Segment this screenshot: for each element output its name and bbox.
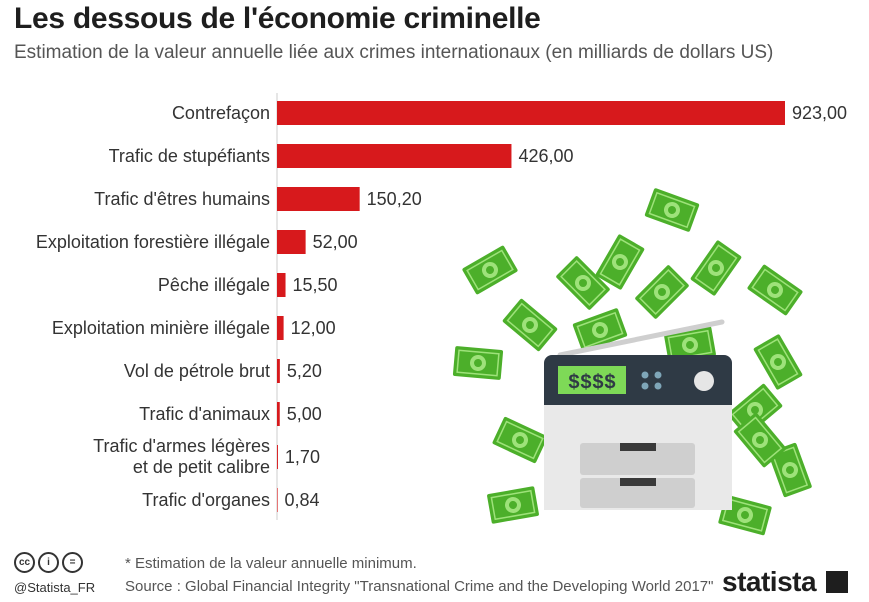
dollar-bill-icon [595, 234, 645, 290]
brand-logo: statista [722, 566, 817, 597]
value-label: 52,00 [313, 232, 358, 252]
bar-chart: $$$$ Contrefaçon Trafic de stupéfiants Tra… [36, 93, 847, 536]
dollar-bill-icon [644, 188, 700, 232]
bar [277, 144, 512, 168]
bar [277, 316, 284, 340]
dollar-bill-icon [492, 416, 548, 464]
bar [277, 402, 280, 426]
category-label: Contrefaçon [172, 103, 270, 123]
cc-icon: cc [14, 552, 35, 573]
dollar-bill-icon [747, 264, 803, 316]
printer-icon: $$$$ [544, 319, 732, 510]
bar [277, 101, 785, 125]
value-label: 1,70 [285, 447, 320, 467]
category-label: Trafic de stupéfiants [109, 146, 270, 166]
value-label: 426,00 [518, 146, 573, 166]
value-label: 5,00 [287, 404, 322, 424]
category-label: Trafic d'organes [142, 490, 270, 510]
category-label: Trafic d'animaux [139, 404, 270, 424]
category-label: et de petit calibre [133, 457, 270, 477]
bar [277, 488, 278, 512]
value-label: 923,00 [792, 103, 847, 123]
printer-display-text: $$$$ [568, 372, 616, 395]
dollar-bill-icon [452, 346, 504, 380]
value-label: 0,84 [284, 490, 319, 510]
dollar-bill-icon [753, 334, 803, 390]
dollar-bill-icon [572, 308, 628, 352]
source-text: Source : Global Financial Integrity "Tra… [125, 578, 714, 595]
dollar-bill-icon [690, 240, 742, 296]
category-label: Trafic d'armes légères [93, 436, 270, 456]
dollar-bill-icon [727, 383, 783, 437]
social-handle: @Statista_FR [14, 580, 96, 595]
footnote: * Estimation de la valeur annuelle minim… [125, 555, 417, 572]
money-bills [452, 188, 812, 536]
dollar-bill-icon [487, 486, 539, 524]
category-label: Vol de pétrole brut [124, 361, 270, 381]
value-labels: 923,00 426,00 150,20 52,00 15,50 12,00 5,20 5,0… [284, 103, 847, 510]
by-icon: i [38, 552, 59, 573]
dollar-bill-icon [462, 245, 518, 295]
bar [277, 187, 360, 211]
value-label: 150,20 [367, 189, 422, 209]
dollar-bill-icon [733, 412, 787, 468]
category-label: Exploitation forestière illégale [36, 232, 270, 252]
brand-mark-icon [826, 571, 848, 593]
chart-title: Les dessous de l'économie criminelle [14, 2, 541, 35]
category-labels: Contrefaçon Trafic de stupéfiants Trafic d… [36, 103, 270, 510]
nd-icon: = [62, 552, 83, 573]
value-label: 5,20 [287, 361, 322, 381]
value-label: 12,00 [291, 318, 336, 338]
license-icons: cc i = [14, 552, 83, 573]
category-label: Trafic d'êtres humains [94, 189, 270, 209]
bar [277, 445, 278, 469]
money-printer-illustration: $$$$ [452, 188, 812, 536]
bar [277, 273, 286, 297]
bar [277, 230, 306, 254]
dollar-bill-icon [664, 326, 716, 364]
bar [277, 359, 280, 383]
value-label: 15,50 [293, 275, 338, 295]
dollar-bill-icon [635, 265, 689, 319]
dollar-bill-icon [556, 256, 610, 310]
chart-subtitle: Estimation de la valeur annuelle liée au… [14, 42, 774, 63]
bars [276, 93, 785, 520]
dollar-bill-icon [502, 298, 558, 352]
category-label: Pêche illégale [158, 275, 270, 295]
category-label: Exploitation minière illégale [52, 318, 270, 338]
